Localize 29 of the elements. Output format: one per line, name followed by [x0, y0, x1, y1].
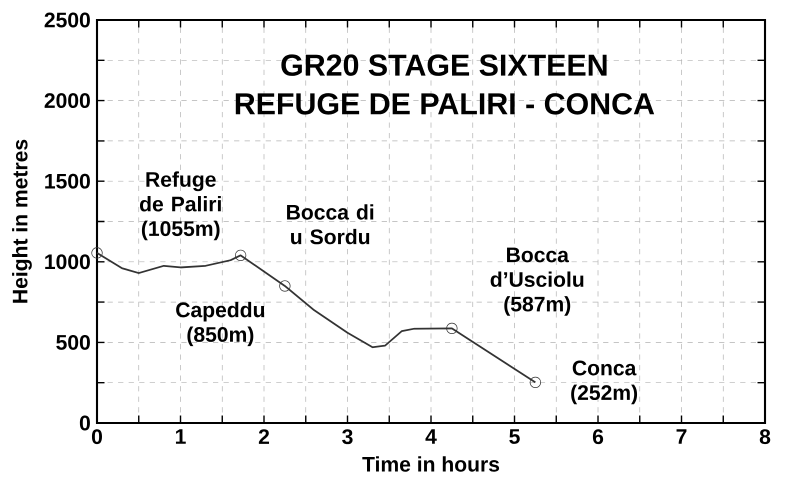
point — [91, 247, 103, 259]
point — [446, 322, 458, 334]
text: REFUGE DE PALIRI - CONCA — [236, 93, 654, 115]
y-axis-title: Height in metres — [12, 140, 32, 303]
x-axis-title: Time in hours — [362, 456, 500, 472]
y-tick-label: 1000 — [45, 254, 90, 270]
y-tick-label: 1500 — [45, 174, 90, 189]
annotation: Refuge de Paliri (1055m) — [140, 171, 221, 240]
y-tick-label: 500 — [56, 334, 90, 350]
y-tick-label: 0 — [80, 416, 90, 430]
annotation: Bocca di u Sordu — [287, 204, 374, 244]
x-tick-label: 0 — [92, 429, 102, 444]
x-tick-label: 4 — [425, 429, 437, 444]
point — [279, 280, 291, 292]
x-tick-label: 2 — [258, 429, 270, 444]
x-tick-label: 8 — [760, 429, 770, 444]
x-tick-label: 1 — [176, 429, 186, 444]
text: GR20 STAGE SIXTEEN — [281, 54, 607, 76]
annotation: Conca (252m) — [571, 360, 638, 404]
y-tick-label: 2500 — [44, 12, 90, 28]
y-tick-label: 2000 — [44, 93, 90, 108]
x-tick-label: 3 — [342, 429, 353, 444]
point — [530, 376, 542, 388]
annotation: Bocca d’Usciolu (587m) — [490, 248, 584, 316]
x-tick-label: 7 — [676, 429, 686, 444]
x-tick-label: 5 — [509, 429, 520, 444]
x-tick-label: 6 — [592, 429, 604, 444]
point — [234, 250, 246, 261]
annotation: Capeddu (850m) — [176, 302, 264, 346]
